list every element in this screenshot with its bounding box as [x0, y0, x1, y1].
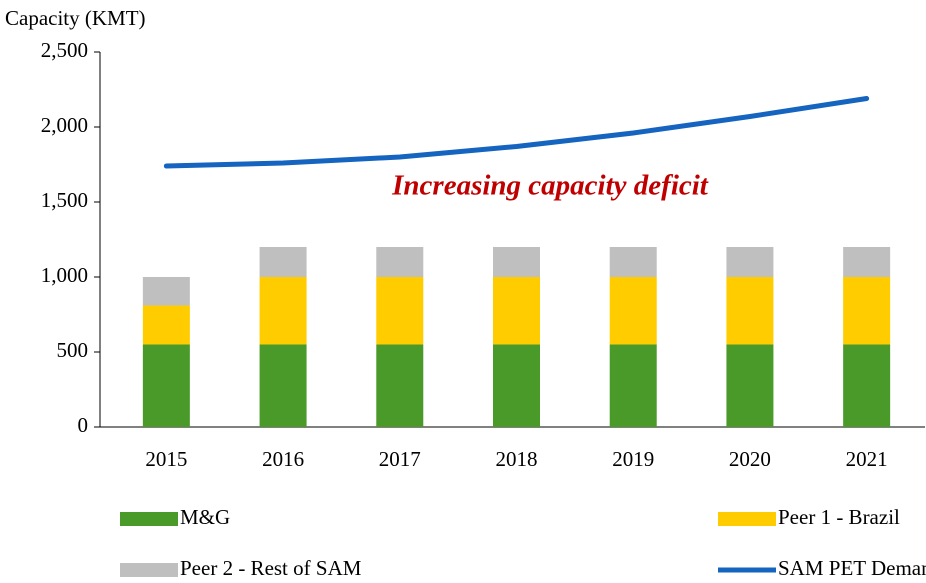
x-tick-label: 2021 — [846, 447, 888, 471]
bar — [609, 247, 657, 277]
x-tick-label: 2016 — [262, 447, 304, 471]
bar — [142, 277, 190, 306]
bar — [142, 344, 190, 427]
bar — [376, 247, 424, 277]
x-tick-label: 2018 — [496, 447, 538, 471]
bar — [843, 277, 891, 345]
bar — [259, 344, 307, 427]
x-tick-label: 2020 — [729, 447, 771, 471]
legend-swatch — [120, 512, 178, 526]
bar — [493, 344, 540, 427]
bar — [843, 247, 891, 277]
legend-label: Peer 1 - Brazil — [778, 505, 900, 529]
x-tick-label: 2019 — [612, 447, 654, 471]
bar — [376, 277, 424, 345]
bar — [376, 344, 424, 427]
y-tick-label: 1,000 — [41, 263, 88, 287]
bar — [726, 247, 774, 277]
bar — [493, 277, 540, 345]
bar — [493, 247, 540, 277]
y-tick-label: 500 — [57, 338, 89, 362]
bar — [609, 277, 657, 345]
line — [163, 96, 870, 169]
bar — [726, 277, 774, 345]
legend-label: SAM PET Demand — [778, 556, 926, 580]
x-tick-label: 2017 — [379, 447, 421, 471]
y-tick-label: 2,500 — [41, 38, 88, 62]
x-tick-label: 2015 — [145, 447, 187, 471]
bar — [259, 247, 307, 277]
bar — [142, 305, 190, 345]
legend-swatch — [718, 512, 776, 526]
bar — [843, 344, 891, 427]
y-axis-label: Capacity (KMT) — [5, 6, 146, 30]
annotation: Increasing capacity deficit — [391, 170, 709, 202]
y-tick-label: 1,500 — [41, 188, 88, 212]
y-tick-label: 2,000 — [41, 113, 88, 137]
bar — [726, 344, 774, 427]
legend-swatch — [120, 563, 178, 577]
legend-label: Peer 2 - Rest of SAM — [180, 556, 362, 580]
bar — [609, 344, 657, 427]
bar — [259, 277, 307, 345]
y-tick-label: 0 — [78, 413, 89, 437]
legend-label: M&G — [180, 505, 230, 529]
